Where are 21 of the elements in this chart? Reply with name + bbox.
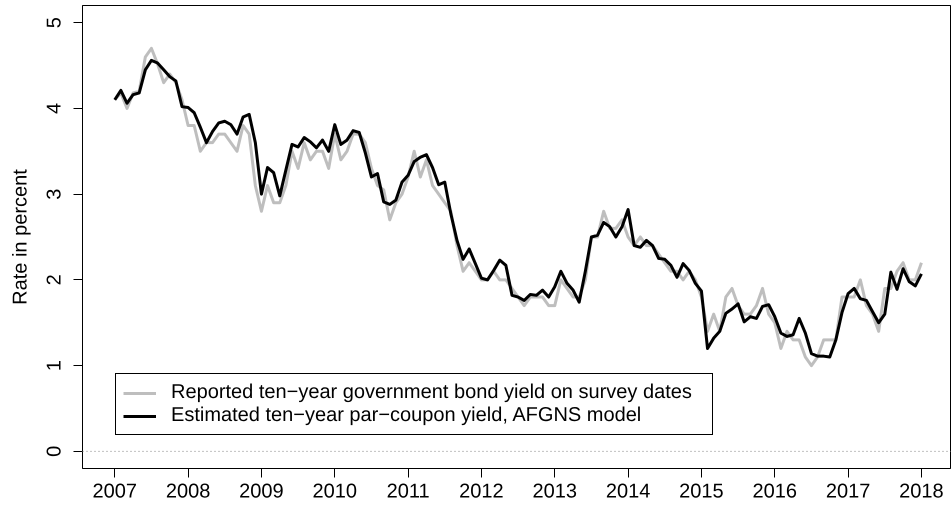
x-tick-label: 2016	[752, 480, 798, 502]
x-tick-label: 2012	[459, 480, 504, 502]
legend-label: Reported ten−year government bond yield on survey dates	[171, 381, 693, 404]
x-tick-label: 2014	[606, 480, 650, 502]
x-tick-label: 2010	[312, 480, 358, 502]
x-tick-label: 2013	[532, 480, 578, 502]
y-tick-label: 4	[44, 102, 66, 114]
y-tick-label: 5	[44, 17, 66, 28]
x-tick-label: 2007	[92, 480, 138, 502]
x-tick-label: 2017	[826, 480, 870, 502]
y-tick-label: 0	[44, 446, 66, 457]
legend-label: Estimated ten−year par−coupon yield, AFGNS model	[171, 404, 642, 427]
x-tick-label: 2011	[386, 480, 430, 502]
x-tick-label: 2018	[899, 480, 944, 502]
y-axis-title: Rate in percent	[10, 168, 32, 305]
y-tick-label: 3	[44, 188, 66, 200]
x-tick-label: 2009	[239, 480, 284, 502]
x-tick-label: 2015	[679, 480, 724, 502]
y-tick-label: 2	[44, 274, 66, 286]
y-tick-label: 1	[44, 360, 66, 372]
x-tick-label: 2008	[166, 480, 210, 502]
